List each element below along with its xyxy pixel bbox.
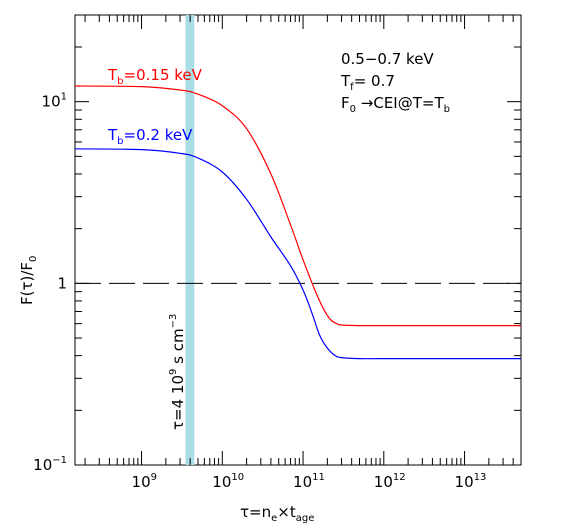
band-label: τ=4 109 s cm−3 xyxy=(168,314,187,430)
axis-tick-labels: 109 1010 1011 1012 1013 10−1 1 101 xyxy=(33,92,486,491)
x-tick-label: 1013 xyxy=(455,472,487,491)
x-tick-label: 1011 xyxy=(293,472,325,491)
x-axis-label: τ=ne×tage xyxy=(240,503,314,524)
axis-ticks xyxy=(75,14,522,466)
plot-frame xyxy=(74,14,522,466)
x-tick-label: 109 xyxy=(132,472,157,491)
annotation-energy-band: 0.5−0.7 keV xyxy=(341,50,434,68)
series-line-tb-0-15 xyxy=(74,85,521,327)
y-axis-label: F(τ)/F0 xyxy=(18,256,39,305)
x-tick-label: 1010 xyxy=(212,472,244,491)
y-tick-label: 101 xyxy=(42,92,67,111)
highlight-band xyxy=(185,15,195,465)
series-label-blue: Tb=0.2 keV xyxy=(107,126,193,147)
series-label-red: Tb=0.15 keV xyxy=(107,66,203,87)
annotation-tf: Tf= 0.7 xyxy=(340,72,395,93)
series-group xyxy=(74,85,521,360)
annotation-f0: F0 →CEI@T=Tb xyxy=(341,94,450,115)
x-tick-label: 1012 xyxy=(374,472,406,491)
y-tick-label: 1 xyxy=(57,274,67,292)
series-line-tb-0-2 xyxy=(74,148,521,360)
y-tick-label: 10−1 xyxy=(33,455,67,474)
